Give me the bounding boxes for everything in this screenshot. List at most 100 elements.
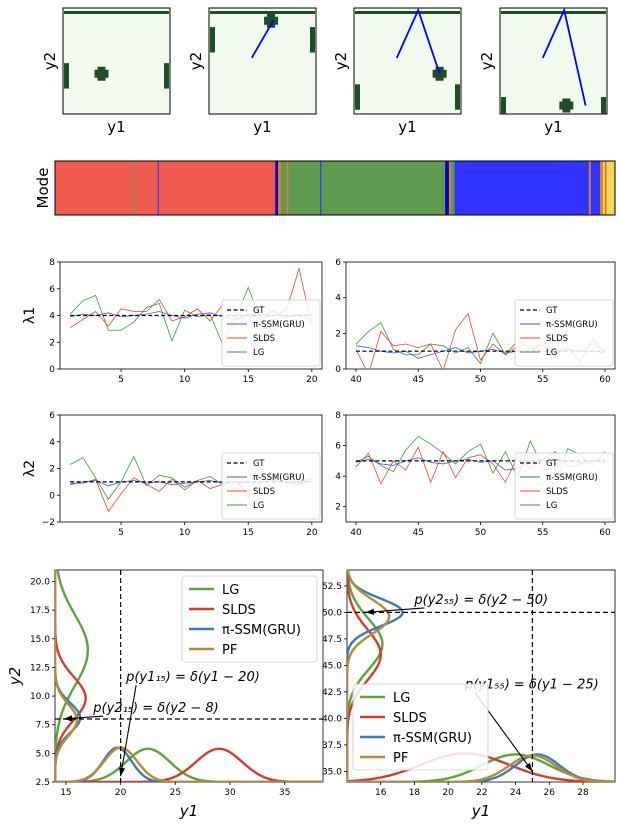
mode-segment: [588, 161, 592, 215]
x-tick-label: 5: [118, 528, 124, 538]
legend-label: π-SSM(GRU): [546, 320, 598, 330]
frame-panel-4: y1 y2: [478, 7, 608, 136]
mode-frame: [54, 160, 616, 216]
mode-segment: [445, 161, 450, 215]
legend-label: GT: [253, 306, 265, 316]
y-tick-label: 4: [335, 294, 341, 304]
legend-label: LG: [393, 691, 410, 706]
legend-label: PF: [393, 751, 408, 766]
y-tick-label: 15.0: [30, 635, 50, 645]
y-tick-label: 0: [49, 365, 55, 375]
frame-xlabel: y1: [544, 118, 562, 136]
y-tick-label: 35.0: [322, 767, 342, 777]
legend-label: LG: [222, 583, 239, 598]
mode-segment: [157, 161, 160, 215]
frame-xlabel: y1: [107, 118, 125, 136]
y-tick-label: 4: [49, 312, 55, 322]
mode-segment: [454, 161, 590, 215]
y-tick-label: 10.0: [30, 692, 50, 702]
x-tick-label: 55: [537, 528, 548, 538]
legend: GT π-SSM(GRU) SLDS LG: [514, 299, 614, 367]
legend-box: [221, 299, 321, 367]
y-tick-label: 17.5: [30, 606, 50, 616]
legend-label: GT: [546, 459, 558, 469]
legend-box: [514, 299, 614, 367]
frame-xlabel: y1: [253, 118, 271, 136]
legend-label: SLDS: [546, 487, 568, 497]
y-density-curve: [55, 570, 79, 782]
annotation-arrow: [120, 685, 137, 777]
arrow-head: [365, 608, 375, 615]
y-axis-label: λ1: [22, 307, 38, 324]
x-tick-label: 20: [306, 528, 318, 538]
y-tick-label: 4: [335, 472, 341, 482]
x-tick-label: 60: [599, 375, 611, 385]
x-axis-label: y1: [179, 802, 198, 820]
arrow-head: [63, 715, 73, 722]
annotation-arrow: [365, 607, 425, 613]
trajectory-line: [395, 7, 441, 75]
y-tick-label: 7.5: [36, 721, 50, 731]
mode-segment: [604, 161, 607, 215]
mode-segment: [450, 161, 455, 215]
paddle-left: [64, 63, 69, 89]
annotation-text: p(y1₁₅) = δ(y1 − 20): [125, 670, 260, 685]
frame-ylabel: y2: [187, 52, 205, 70]
legend-label: SLDS: [546, 334, 568, 344]
y-tick-label: 40.0: [322, 714, 342, 724]
frame-background: [499, 7, 608, 115]
x-tick-label: 20: [115, 788, 127, 798]
legend: GT π-SSM(GRU) SLDS LG: [221, 299, 321, 367]
legend-label: LG: [546, 348, 557, 358]
x-tick-label: 20: [442, 788, 454, 798]
x-tick-label: 45: [413, 375, 424, 385]
top-wall: [210, 11, 315, 14]
legend-label: PF: [222, 643, 237, 658]
frame-background: [353, 7, 462, 115]
legend-box: [352, 683, 489, 771]
y-tick-label: 6: [49, 411, 55, 421]
legend-label: SLDS: [253, 334, 275, 344]
legend-label: LG: [253, 348, 264, 358]
y-tick-label: 2.5: [36, 778, 50, 788]
y-tick-label: 5.0: [36, 749, 51, 759]
legend-box: [181, 575, 318, 663]
mode-segment: [320, 161, 322, 215]
legend: GT π-SSM(GRU) SLDS LG: [514, 452, 614, 520]
paddle-right: [164, 63, 169, 89]
x-tick-label: 35: [279, 788, 290, 798]
x-density-curve: [347, 753, 615, 782]
arrow-head: [119, 767, 126, 777]
top-wall: [64, 11, 169, 14]
mode-segment: [606, 161, 616, 215]
legend-label: SLDS: [253, 487, 275, 497]
x-density-curve: [55, 747, 323, 782]
x-density-curve: [347, 754, 615, 782]
density-chart-1: 15 20 25 30 35 2.5 5.0 7.5 10.0 12.5 15.0 17.5 20.0 p…: [6, 569, 324, 820]
frame-xlabel: y1: [398, 118, 416, 136]
trajectory-line: [541, 7, 587, 106]
top-wall: [501, 11, 606, 14]
y-tick-label: 42.5: [322, 688, 342, 698]
x-tick-label: 15: [243, 528, 254, 538]
y-tick-label: 6: [335, 442, 341, 452]
y-tick-label: 52.5: [322, 582, 342, 592]
frame-panel-3: y1 y2: [332, 7, 462, 136]
lambda-chart-2: 40 45 50 55 60 0 2 4 6 GT π-SSM(GRU) SLDS LG: [335, 258, 616, 385]
paddle-left: [501, 97, 506, 114]
legend-label: π-SSM(GRU): [253, 320, 305, 330]
x-tick-label: 26: [544, 788, 556, 798]
x-tick-label: 20: [306, 375, 318, 385]
legend-box: [514, 452, 614, 520]
x-tick-label: 18: [409, 788, 421, 798]
mode-segment: [448, 161, 452, 215]
y-tick-label: 2: [49, 465, 55, 475]
y-tick-label: 4: [49, 438, 55, 448]
y-tick-label: 2: [335, 329, 341, 339]
lambda-chart-4: 40 45 50 55 60 2 4 6 8 GT π-SSM(GRU) SLDS LG: [335, 411, 616, 538]
x-tick-label: 50: [475, 528, 487, 538]
mode-segment: [55, 161, 134, 215]
y-tick-label: 6: [335, 258, 341, 268]
paddle-right: [601, 97, 606, 114]
mode-segment: [158, 161, 276, 215]
